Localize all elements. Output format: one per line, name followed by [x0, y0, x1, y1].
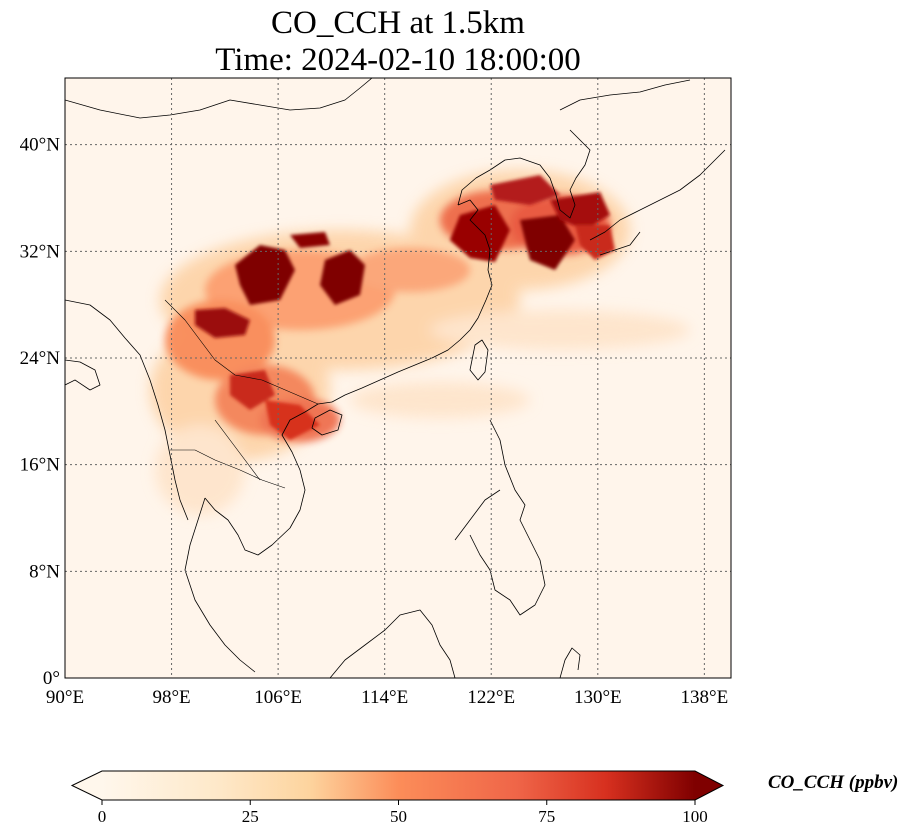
lon-tick-label: 130°E — [574, 687, 622, 708]
map-frame — [64, 77, 732, 679]
colorbar-tick-label: 75 — [538, 807, 555, 826]
lon-tick-label: 98°E — [152, 687, 190, 708]
co-concentration-field — [150, 170, 690, 515]
latitude-tick-labels: 0° 8°N 16°N 24°N 32°N 40°N — [20, 135, 61, 689]
map-gridlines — [65, 78, 731, 678]
lat-tick-label: 8°N — [29, 561, 60, 582]
lon-tick-label: 90°E — [46, 687, 84, 708]
colorbar-gradient — [102, 771, 695, 800]
colorbar-tick-label: 0 — [98, 807, 107, 826]
lat-tick-label: 40°N — [20, 135, 61, 156]
colorbar-tick-label: 100 — [682, 807, 708, 826]
lat-tick-label: 24°N — [20, 348, 61, 369]
coastline-lines — [65, 78, 726, 678]
lat-tick-label: 32°N — [20, 241, 61, 262]
lat-tick-label: 16°N — [20, 455, 61, 476]
colorbar-label: CO_CCH (ppbv) — [768, 772, 898, 793]
colorbar: 0 25 50 75 100 CO_CCH (ppbv) — [70, 770, 898, 826]
map-panel — [65, 78, 731, 678]
longitude-tick-labels: 90°E 98°E 106°E 114°E 122°E 130°E 138°E — [46, 687, 728, 708]
lat-tick-label: 0° — [43, 668, 60, 689]
lon-tick-label: 114°E — [361, 687, 408, 708]
colorbar-extend-max-arrow — [695, 771, 723, 800]
lon-tick-label: 138°E — [681, 687, 729, 708]
lon-tick-label: 122°E — [467, 687, 515, 708]
colorbar-tick-label: 50 — [390, 807, 407, 826]
map-title: CO_CCH at 1.5km — [271, 5, 525, 41]
lon-tick-label: 106°E — [254, 687, 302, 708]
map-subtitle-time: Time: 2024-02-10 18:00:00 — [215, 42, 581, 78]
colorbar-tick-label: 25 — [242, 807, 259, 826]
colorbar-extend-min-arrow — [72, 771, 102, 800]
colorbar-ticks: 0 25 50 75 100 — [98, 800, 708, 826]
